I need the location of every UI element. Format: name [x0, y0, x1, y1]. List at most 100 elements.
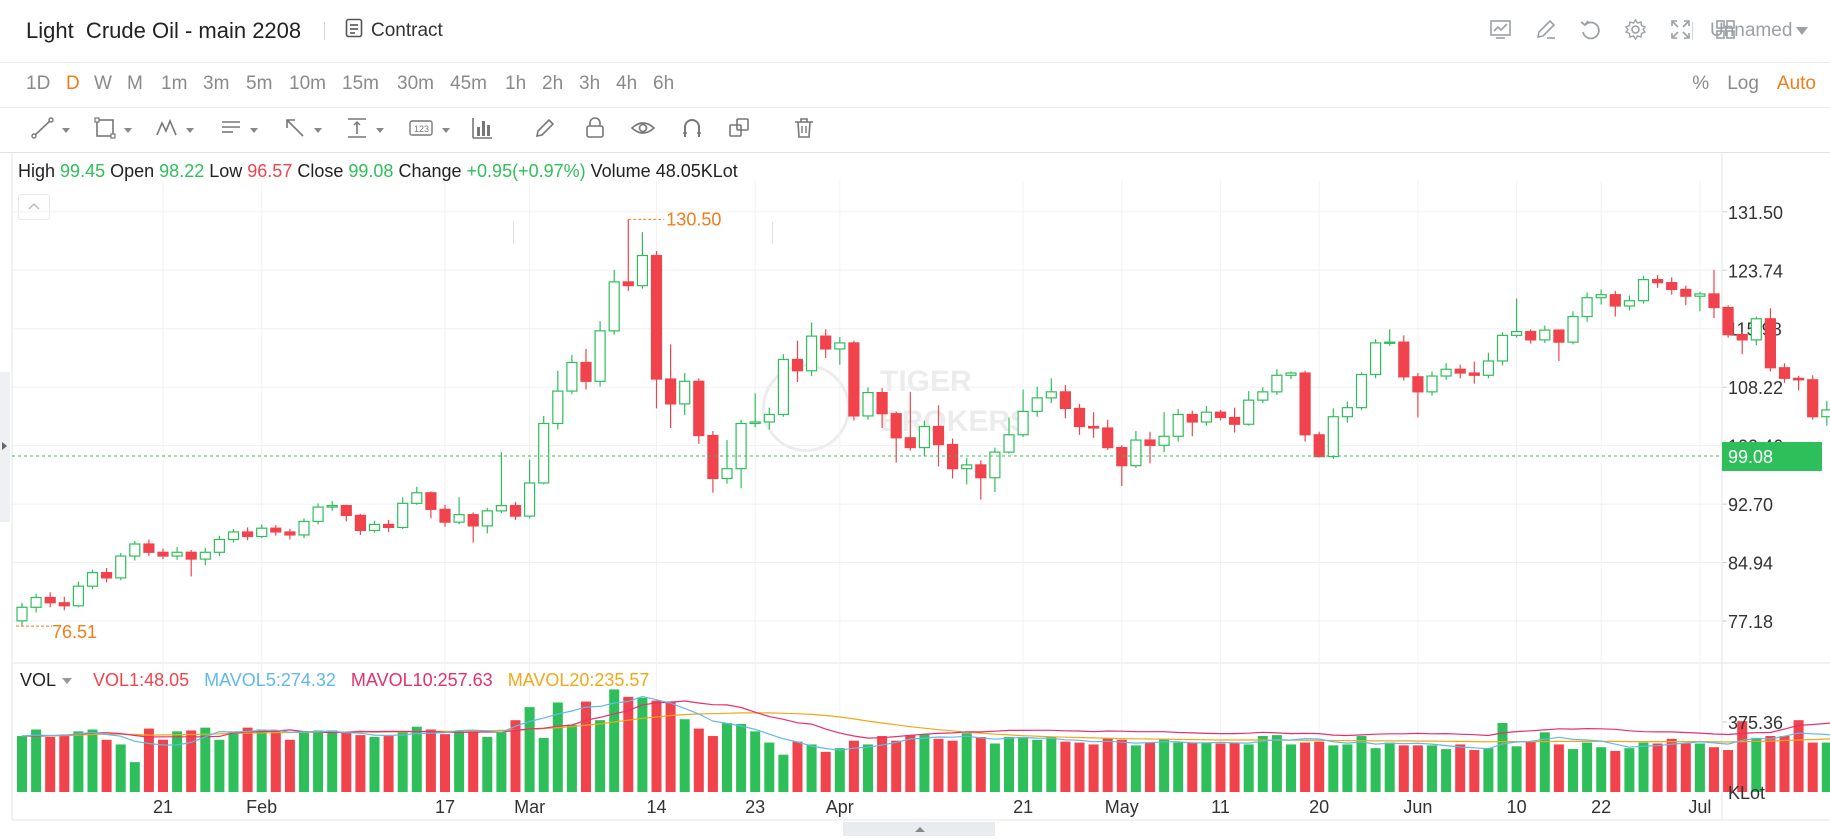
watermark-line2: BROKERS [880, 405, 1031, 438]
candle [467, 512, 479, 543]
lock-tool[interactable] [582, 116, 608, 144]
left-panel-toggle[interactable] [0, 372, 10, 522]
candle [354, 513, 366, 535]
volume-bar [158, 739, 168, 792]
volume-bar [1102, 737, 1113, 792]
timeframe-6h[interactable]: 6h [653, 73, 675, 94]
trend-line-tool[interactable] [30, 116, 70, 144]
delete-drawings-tool[interactable] [791, 116, 817, 144]
timeframe-5m[interactable]: 5m [246, 73, 273, 94]
candle [1454, 364, 1466, 379]
chevron-up-icon [915, 827, 925, 832]
magnet-tool[interactable] [679, 116, 705, 144]
volume-bar [1074, 742, 1085, 792]
contract-button[interactable]: Contract [345, 17, 443, 45]
date-tick-label: 23 [745, 797, 765, 817]
timeframe-45m[interactable]: 45m [450, 73, 487, 94]
candle-body [608, 281, 620, 332]
gear-icon[interactable] [1623, 17, 1648, 42]
pattern-tool[interactable] [154, 116, 194, 144]
candle-body [636, 254, 649, 287]
volume-bar [1300, 742, 1311, 792]
text-note-tool[interactable] [218, 116, 258, 144]
magnet-icon [679, 115, 705, 146]
chevron-down-icon [314, 127, 322, 133]
volume-bar [989, 743, 1000, 792]
trash-icon [791, 115, 817, 146]
log-scale-toggle[interactable]: Log [1727, 73, 1759, 94]
bottom-panel-handle[interactable] [843, 822, 995, 836]
timeframe-1m[interactable]: 1m [161, 73, 188, 94]
candle [115, 553, 127, 581]
volume-indicator-name[interactable]: VOL [20, 670, 57, 690]
candle [975, 460, 987, 500]
candle-body [270, 527, 282, 533]
candle [523, 459, 536, 519]
volume-bar [200, 727, 211, 792]
timeframe-w[interactable]: W [94, 73, 112, 94]
timeframe-1d[interactable]: 1D [26, 73, 51, 94]
numbering-tool[interactable]: 123 [406, 116, 450, 144]
candle-body [523, 482, 536, 517]
candle [1609, 290, 1621, 317]
undo-icon[interactable] [1578, 17, 1603, 42]
percent-scale-toggle[interactable]: % [1692, 73, 1710, 94]
candle-body [1186, 413, 1198, 423]
candle-body [1398, 341, 1410, 378]
timeframe-4h[interactable]: 4h [616, 73, 638, 94]
candle [622, 219, 634, 291]
volume-bar [411, 726, 422, 792]
candle-body [1200, 411, 1213, 423]
clone-tool[interactable] [726, 116, 752, 144]
timeframe-15m[interactable]: 15m [342, 73, 379, 94]
candle-body [1369, 342, 1382, 376]
volume-bar [87, 729, 98, 792]
candle-body [129, 543, 141, 557]
numbering-icon: 123 [406, 115, 436, 146]
candle-body [664, 378, 677, 405]
candle [1341, 401, 1354, 423]
change-label: Change [398, 161, 462, 181]
layout-selector[interactable]: Unnamed [1710, 20, 1809, 42]
timeframe-d[interactable]: D [66, 73, 80, 94]
volume-bar [961, 733, 972, 792]
volume-bar [1187, 742, 1198, 792]
candle-body [1426, 375, 1438, 393]
collapse-legend-button[interactable] [18, 194, 50, 220]
candle [679, 373, 691, 416]
pen-tool[interactable] [532, 116, 558, 144]
volume-bar [1130, 745, 1141, 792]
chevron-down-icon [62, 127, 70, 133]
fullscreen-icon[interactable] [1668, 17, 1693, 42]
candle [1792, 376, 1805, 391]
candle [1144, 431, 1156, 464]
visibility-tool[interactable] [630, 116, 656, 144]
candle-body [453, 514, 465, 523]
volume-bar [1553, 744, 1564, 792]
volume-bar [1215, 743, 1226, 792]
chart-settings-icon[interactable] [1488, 17, 1513, 42]
arrow-tool[interactable] [282, 116, 322, 144]
chevron-down-icon[interactable] [62, 678, 73, 685]
candle [129, 540, 141, 561]
timeframe-10m[interactable]: 10m [289, 73, 326, 94]
volume-profile-tool[interactable] [469, 116, 495, 144]
timeframe-3m[interactable]: 3m [203, 73, 230, 94]
timeframe-3h[interactable]: 3h [579, 73, 601, 94]
pencil-icon[interactable] [1533, 17, 1558, 42]
layout-grid-icon[interactable] [1713, 17, 1738, 42]
candle [566, 354, 578, 395]
auto-scale-toggle[interactable]: Auto [1776, 73, 1816, 94]
volume-bar [820, 751, 831, 792]
volume-bar [863, 744, 873, 792]
price-range-tool[interactable] [344, 116, 384, 144]
candle [1440, 363, 1452, 380]
timeframe-m[interactable]: M [127, 73, 143, 94]
timeframe-1h[interactable]: 1h [505, 73, 527, 94]
timeframe-30m[interactable]: 30m [397, 73, 434, 94]
rectangle-tool[interactable] [92, 116, 132, 144]
timeframe-2h[interactable]: 2h [542, 73, 564, 94]
volume-bar [1680, 743, 1691, 792]
candle-body [1228, 416, 1241, 425]
mavol20-line [22, 712, 1830, 743]
